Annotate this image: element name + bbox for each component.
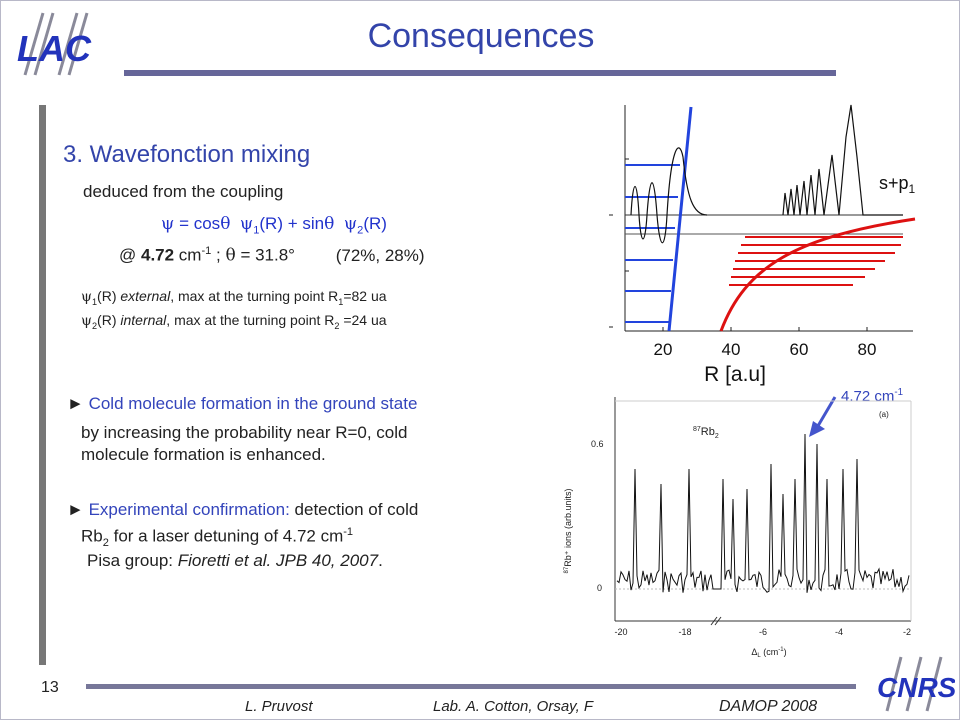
- footer-author: L. Pruvost: [245, 698, 313, 715]
- x-tick-label: -20: [614, 627, 627, 637]
- x-tick-label: 40: [722, 340, 741, 359]
- slide-title: Consequences: [367, 17, 595, 55]
- x-tick-label: -2: [903, 627, 911, 637]
- pisa-reference: Pisa group: Fioretti et al. JPB 40, 2007…: [87, 551, 383, 570]
- footer-lab: Lab. A. Cotton, Orsay, F: [433, 698, 594, 715]
- inner-wavefunction: [630, 147, 708, 244]
- x-tick-label: 80: [858, 340, 877, 359]
- footer-rule: [86, 684, 856, 689]
- lac-logo: LAC: [17, 12, 92, 76]
- cnrs-logo: CNRS: [877, 656, 955, 712]
- blue-levels: [625, 164, 680, 323]
- annotation-arrow: [809, 396, 837, 437]
- species-label: 87Rb2: [693, 426, 719, 440]
- x-axis-label: ΔL (cm-1): [751, 647, 786, 659]
- y-tick-label: 0.6: [591, 439, 604, 449]
- psi2-line: ψ2(R) internal, max at the turning point…: [81, 312, 387, 331]
- slide-number: 13: [41, 679, 59, 696]
- x-tick-label: -4: [835, 627, 843, 637]
- section-heading: 3. Wavefonction mixing: [63, 141, 311, 168]
- svg-text:CNRS: CNRS: [877, 672, 955, 703]
- psi1-line: ψ1(R) external, max at the turning point…: [81, 288, 387, 307]
- spectrum-trace: [616, 433, 910, 594]
- x-axis-label: R [a.u]: [704, 363, 766, 386]
- y-axis-label: 87Rb⁺ ions (arb.units): [563, 489, 573, 574]
- panel-label: (a): [879, 410, 889, 419]
- x-tick-label: -6: [759, 627, 767, 637]
- spectrum-figure: 87Rb⁺ ions (arb.units) 0.6 0 87Rb2 (a) -…: [563, 396, 912, 659]
- svg-text:LAC: LAC: [17, 28, 92, 69]
- left-accent-bar: [39, 105, 46, 665]
- x-tick-label: 20: [654, 340, 673, 359]
- y-tick-label: 0: [597, 583, 602, 593]
- x-tick-label: -18: [678, 627, 691, 637]
- cold-formation-bullet: ► Cold molecule formation in the ground …: [67, 394, 418, 413]
- blue-potential-curve: [667, 106, 693, 332]
- mixing-equation: ψ = cosθ ψ1(R) + sinθ ψ2(R): [161, 214, 387, 237]
- wavefunction-figure: s+p1 20 40 60 80 R [a.u]: [609, 104, 916, 386]
- outer-wavefunction: [782, 104, 903, 216]
- footer-conference: DAMOP 2008: [719, 698, 818, 715]
- title-underline: [124, 70, 836, 76]
- coupling-line: deduced from the coupling: [83, 182, 284, 201]
- experimental-bullet: ► Experimental confirmation: detection o…: [67, 500, 419, 550]
- detuning-line: @ 4.72 cm-1 ; θ = 31.8° (72%, 28%): [119, 245, 425, 266]
- cold-formation-text: by increasing the probability near R=0, …: [81, 423, 408, 464]
- red-potential-curve: [719, 217, 916, 332]
- x-tick-label: 60: [790, 340, 809, 359]
- state-label: s+p1: [879, 173, 916, 196]
